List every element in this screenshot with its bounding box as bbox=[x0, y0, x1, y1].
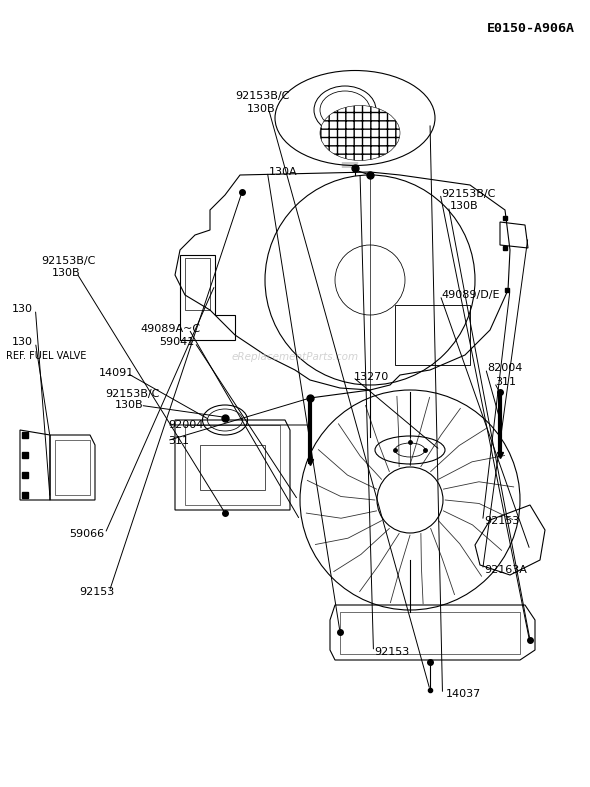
Text: 59066: 59066 bbox=[70, 529, 105, 538]
Text: 92163A: 92163A bbox=[484, 565, 527, 575]
Text: 14091: 14091 bbox=[99, 368, 135, 378]
Text: 92153: 92153 bbox=[375, 647, 410, 656]
Text: 59041: 59041 bbox=[159, 338, 195, 347]
Text: 82004: 82004 bbox=[487, 364, 522, 373]
Ellipse shape bbox=[320, 105, 400, 161]
Text: E0150-A906A: E0150-A906A bbox=[487, 22, 575, 35]
Text: 14037: 14037 bbox=[445, 689, 481, 699]
Text: 13270: 13270 bbox=[354, 372, 389, 382]
Text: 130B: 130B bbox=[115, 401, 144, 410]
Text: 92153B/C: 92153B/C bbox=[105, 389, 159, 398]
Text: 130B: 130B bbox=[247, 104, 276, 113]
Text: 92153B/C: 92153B/C bbox=[41, 257, 96, 266]
Text: 49089/D/E: 49089/D/E bbox=[441, 290, 500, 300]
Text: eReplacementParts.com: eReplacementParts.com bbox=[231, 352, 359, 361]
Text: 92153: 92153 bbox=[484, 516, 519, 526]
Text: 311: 311 bbox=[496, 378, 517, 387]
Text: 92153B/C: 92153B/C bbox=[235, 91, 289, 101]
Text: REF. FUEL VALVE: REF. FUEL VALVE bbox=[6, 351, 86, 360]
Text: 130A: 130A bbox=[268, 167, 297, 176]
Text: 92153B/C: 92153B/C bbox=[441, 189, 496, 198]
Text: 130B: 130B bbox=[52, 268, 81, 278]
Text: 49089A~C: 49089A~C bbox=[140, 324, 201, 334]
Text: 130B: 130B bbox=[450, 201, 478, 211]
Text: 311: 311 bbox=[168, 436, 189, 445]
Text: 130: 130 bbox=[12, 305, 33, 314]
Text: 92004: 92004 bbox=[168, 420, 204, 430]
Text: 92153: 92153 bbox=[80, 587, 115, 597]
Text: 130: 130 bbox=[12, 338, 33, 347]
